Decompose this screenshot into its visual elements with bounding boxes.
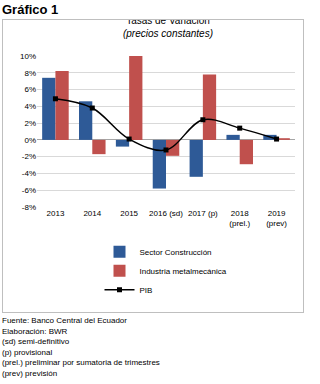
svg-text:2017 (p): 2017 (p) [188,209,218,218]
svg-text:2018(prel.): 2018(prel.) [229,209,250,228]
svg-text:Industria metalmecánica: Industria metalmecánica [140,267,227,276]
svg-text:10%: 10% [20,52,36,61]
html-text:(p) provisional: (p) provisional [2,347,53,357]
svg-text:-2%: -2% [22,152,36,161]
svg-text:2019(prev): 2019(prev) [266,209,287,228]
svg-text:2016 (sd): 2016 (sd) [149,209,183,218]
svg-text:2013: 2013 [47,209,65,218]
html-text:Elaboración: BWR: Elaboración: BWR [2,326,68,336]
svg-text:-4%: -4% [22,169,36,178]
svg-text:4%: 4% [24,102,36,111]
svg-text:2%: 2% [24,119,36,128]
html-text:(prel.) preliminar por sumator: (prel.) preliminar por sumatoria de trim… [2,358,160,367]
svg-text:-8%: -8% [22,203,36,212]
html-text:Fuente: Banco Central del Ecua: Fuente: Banco Central del Ecuador [2,316,127,325]
html-text:(sd) semi-definitivo: (sd) semi-definitivo [2,337,70,346]
svg-text:PIB: PIB [140,286,153,295]
svg-text:0%: 0% [24,136,36,145]
svg-text:-6%: -6% [22,186,36,195]
svg-text:Sector Construcción: Sector Construcción [140,248,212,257]
svg-text:Tasas de Variación(precios con: Tasas de Variación(precios constantes) [123,20,213,39]
html-text:Gráfico 1: Gráfico 1 [2,2,59,17]
svg-text:8%: 8% [24,69,36,78]
html-text:(prev) previsión: (prev) previsión [2,368,58,378]
svg-text:2015: 2015 [120,209,138,218]
svg-text:6%: 6% [24,85,36,94]
svg-text:2014: 2014 [83,209,101,218]
